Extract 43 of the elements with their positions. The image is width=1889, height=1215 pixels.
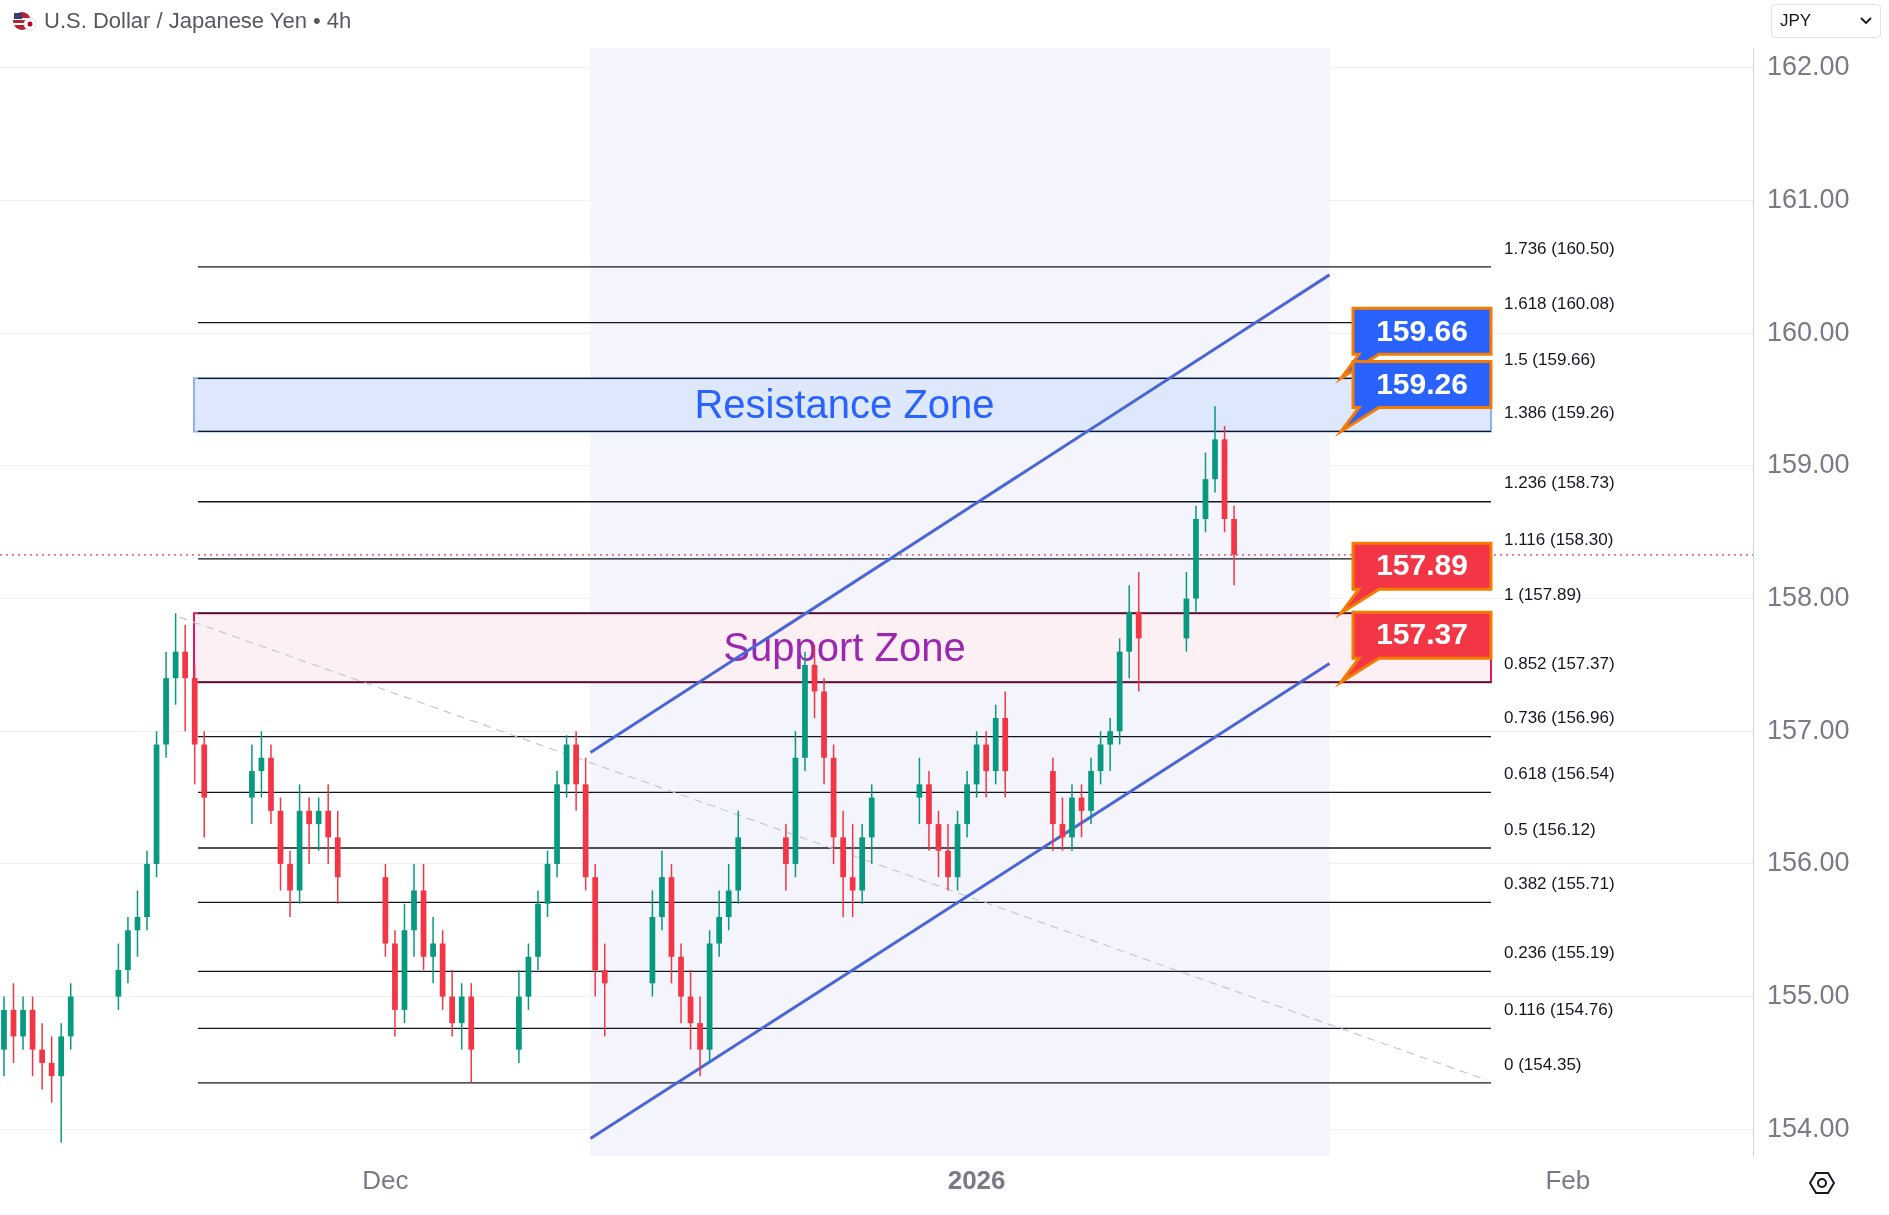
y-tick-label: 160.00 — [1767, 316, 1850, 347]
ref-line-label: 1.116 (158.30) — [1504, 530, 1614, 550]
y-tick-label: 154.00 — [1767, 1112, 1850, 1143]
y-tick-label: 155.00 — [1767, 980, 1850, 1011]
candlestick — [48, 1035, 55, 1104]
ref-line-label: 0.382 (155.71) — [1504, 874, 1615, 894]
chart-title: U.S. Dollar / Japanese Yen • 4h — [44, 8, 352, 34]
y-tick-label: 157.00 — [1767, 714, 1850, 745]
candlestick — [916, 757, 923, 825]
y-tick-label: 158.00 — [1767, 582, 1850, 613]
ref-line-label: 0.116 (154.76) — [1504, 1000, 1614, 1020]
x-tick-label: 2026 — [947, 1164, 1006, 1195]
ref-line-label: 0.852 (157.37) — [1504, 653, 1615, 673]
band-label: Resistance Zone — [694, 381, 995, 426]
candlestick — [601, 942, 608, 1038]
ref-line-label: 1.736 (160.50) — [1504, 238, 1615, 258]
ref-line-label: 0.736 (156.96) — [1504, 708, 1615, 728]
candlestick — [306, 796, 312, 865]
text: JPY — [1780, 11, 1812, 31]
ref-line-label: 0 (154.35) — [1504, 1054, 1582, 1074]
candlestick — [1107, 717, 1113, 772]
ref-line-label: 1.386 (159.26) — [1504, 403, 1615, 423]
ref-line-label: 1.236 (158.73) — [1504, 473, 1615, 493]
annotation: 159.66 — [1376, 313, 1468, 347]
y-tick-label: 162.00 — [1767, 51, 1850, 82]
ref-line-label: 0.5 (156.12) — [1504, 819, 1596, 839]
y-tick-label: 159.00 — [1767, 449, 1850, 480]
annotation: 157.89 — [1376, 548, 1468, 582]
y-tick-label: 156.00 — [1767, 847, 1850, 878]
annotation: 157.37 — [1376, 617, 1468, 651]
ref-line-label: 1.618 (160.08) — [1504, 294, 1615, 314]
annotation: 159.26 — [1376, 366, 1468, 400]
ref-line-label: 0.618 (156.54) — [1504, 763, 1615, 783]
ref-line-label: 0.236 (155.19) — [1504, 943, 1615, 963]
candlestick — [315, 796, 322, 852]
candlestick — [430, 916, 436, 985]
candlestick — [39, 1022, 45, 1091]
x-tick-label: Dec — [362, 1164, 409, 1195]
y-tick-label: 161.00 — [1767, 184, 1850, 215]
x-tick-label: Feb — [1545, 1164, 1591, 1195]
candlestick — [849, 823, 856, 918]
ref-line-label: 1 (157.89) — [1504, 584, 1582, 604]
ref-line-label: 1.5 (159.66) — [1504, 350, 1596, 370]
